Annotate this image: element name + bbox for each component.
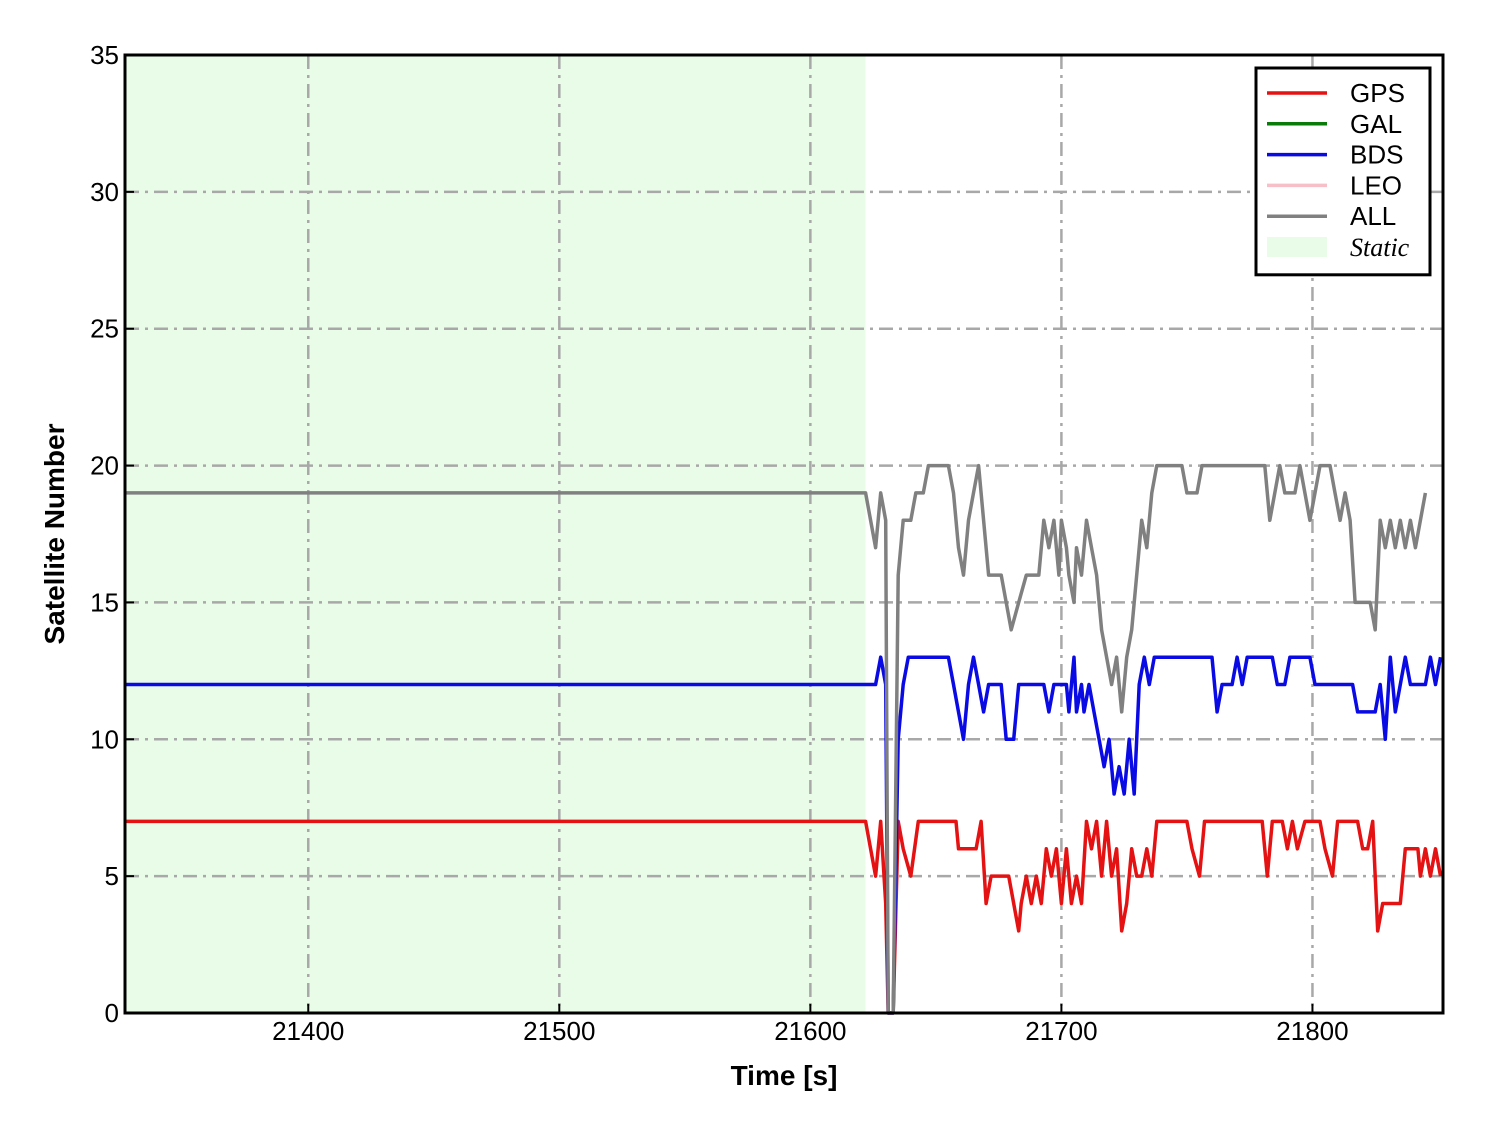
series-line-gps [125, 819, 1443, 1015]
x-tick-label: 21600 [774, 1016, 846, 1046]
legend-label-static: Static [1350, 233, 1410, 262]
series-line-bds [125, 655, 1443, 1015]
legend-label-all: ALL [1350, 201, 1396, 231]
y-tick-label: 10 [90, 724, 119, 754]
y-axis-title: Satellite Number [39, 423, 70, 644]
x-axis-title: Time [s] [731, 1060, 838, 1091]
y-tick-label: 15 [90, 587, 119, 617]
y-tick-label: 5 [105, 861, 119, 891]
x-tick-label: 21700 [1025, 1016, 1097, 1046]
series-lines [125, 463, 1443, 1015]
y-tick-label: 20 [90, 451, 119, 481]
shaded-regions [125, 55, 866, 1013]
x-tick-label: 21800 [1276, 1016, 1348, 1046]
x-tick-label: 21500 [523, 1016, 595, 1046]
x-tick-label: 21400 [272, 1016, 344, 1046]
legend-label-gps: GPS [1350, 78, 1405, 108]
plot-frame [123, 53, 1445, 1015]
series-line-all [125, 463, 1428, 1015]
grid-lines [125, 55, 1443, 1013]
axis-ticks: 21400 21500 21600 21700 21800 0 5 10 15 20 25 30 35 [90, 40, 1349, 1046]
legend-label-gal: GAL [1350, 109, 1402, 139]
legend-label-leo: LEO [1350, 170, 1402, 200]
y-tick-label: 25 [90, 314, 119, 344]
shaded-region-static [125, 55, 866, 1013]
legend-swatch-static [1267, 237, 1327, 257]
legend-label-bds: BDS [1350, 140, 1403, 170]
y-tick-label: 30 [90, 177, 119, 207]
y-tick-label: 35 [90, 40, 119, 70]
y-tick-label: 0 [105, 998, 119, 1028]
